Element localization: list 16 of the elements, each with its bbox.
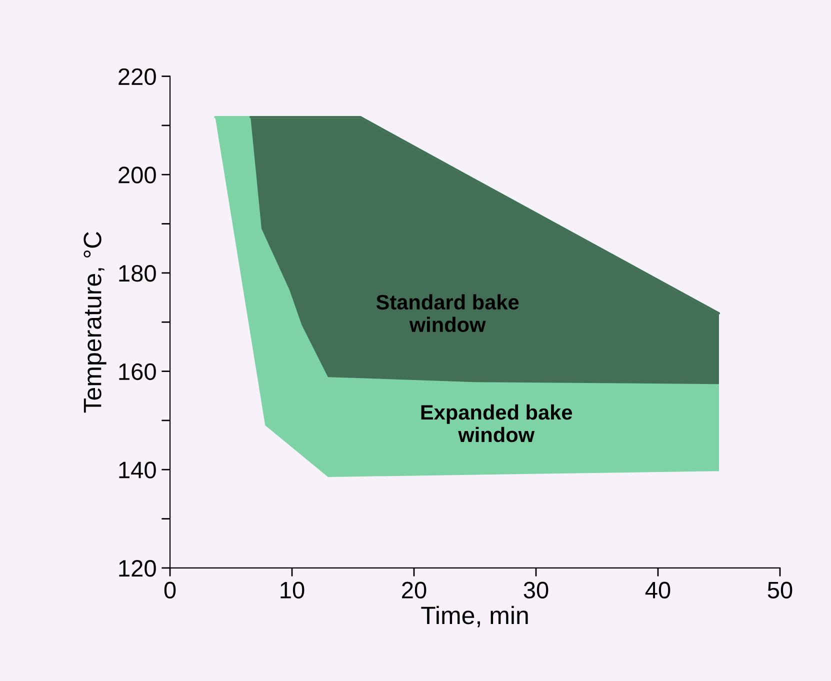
annotation: Standard bake window xyxy=(376,294,519,332)
y-axis-title: Temperature, °C xyxy=(84,232,106,413)
x-tick-label: 30 xyxy=(524,582,548,598)
annotation: Expanded bake window xyxy=(421,404,572,442)
y-tick-label: 200 xyxy=(118,166,156,184)
y-tick-label: 180 xyxy=(119,265,156,282)
y-tick-label: 220 xyxy=(118,68,156,86)
x-tick-label: 20 xyxy=(402,582,426,598)
x-axis-title: Time, min xyxy=(421,606,528,628)
x-tick-label: 50 xyxy=(768,582,792,598)
y-tick-label: 140 xyxy=(119,462,156,478)
x-tick-label: 0 xyxy=(164,582,176,598)
y-tick-label: 160 xyxy=(119,363,156,380)
x-tick-label: 10 xyxy=(280,582,304,598)
x-tick-label: 40 xyxy=(645,582,670,598)
y-tick-label: 120 xyxy=(119,560,156,577)
